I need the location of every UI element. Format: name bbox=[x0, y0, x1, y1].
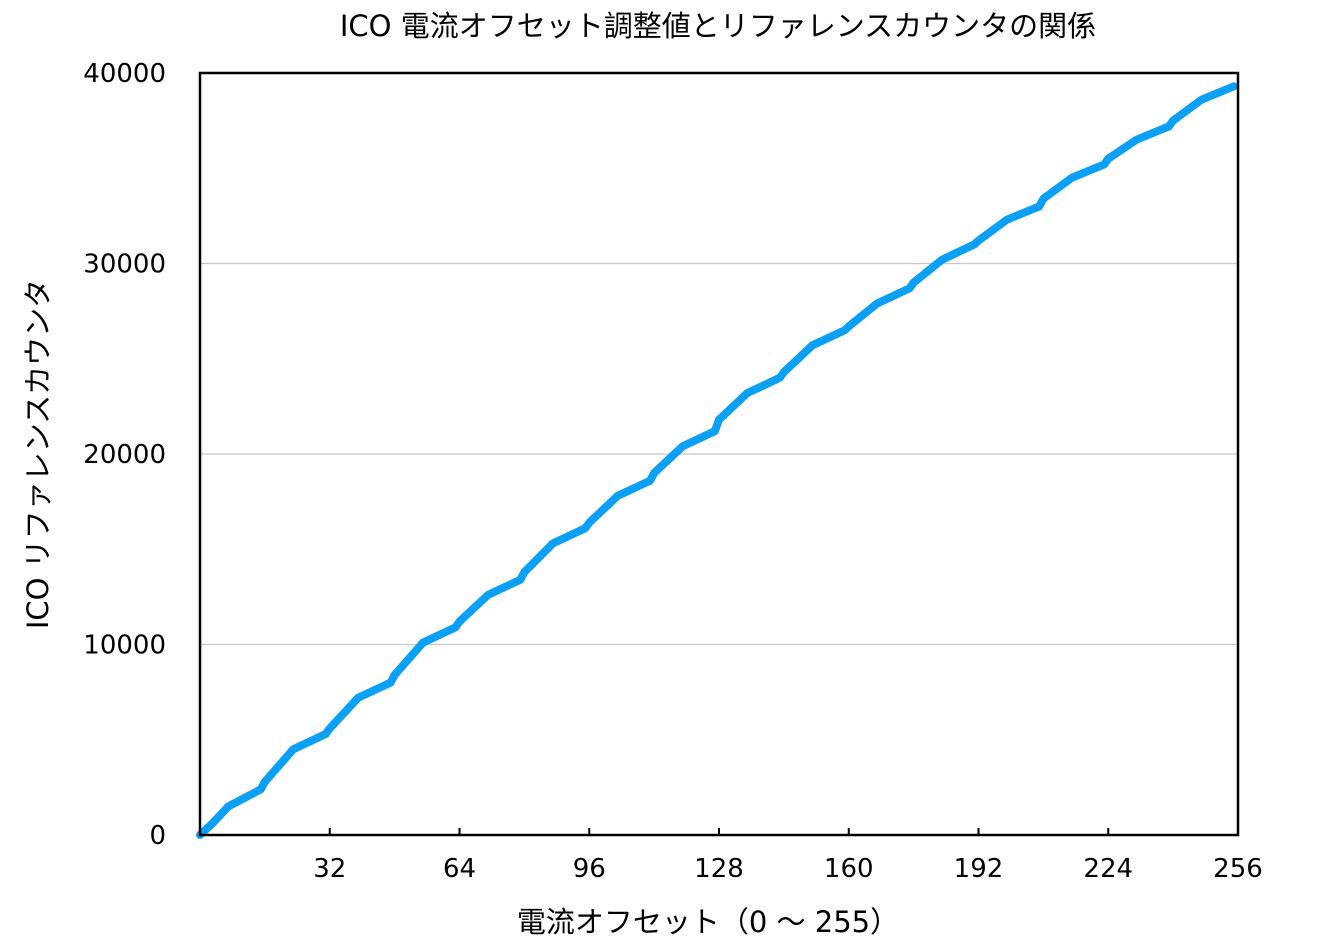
chart-title: ICO 電流オフセット調整値とリファレンスカウンタの関係 bbox=[340, 9, 1096, 43]
x-tick-label: 256 bbox=[1213, 854, 1263, 884]
x-tick-labels: 32 64 96 128 160 192 224 256 bbox=[313, 854, 1263, 884]
series-line bbox=[196, 82, 1238, 839]
y-tick-label: 40000 bbox=[83, 59, 166, 89]
x-axis-label: 電流オフセット（0 〜 255） bbox=[517, 905, 899, 939]
x-tick-label: 64 bbox=[443, 854, 476, 884]
grid-lines bbox=[200, 262, 1238, 646]
y-tick-label: 20000 bbox=[83, 440, 166, 470]
x-tick-label: 128 bbox=[694, 854, 744, 884]
axis-ticks bbox=[328, 828, 1239, 835]
y-tick-labels: 0 10000 20000 30000 40000 bbox=[83, 59, 166, 851]
x-tick-label: 96 bbox=[573, 854, 606, 884]
y-tick-label: 30000 bbox=[83, 250, 166, 280]
y-tick-label: 10000 bbox=[83, 631, 166, 661]
series-layer bbox=[196, 82, 1238, 839]
x-tick-label: 32 bbox=[313, 854, 346, 884]
x-tick-label: 192 bbox=[954, 854, 1004, 884]
x-tick-label: 224 bbox=[1083, 854, 1133, 884]
y-tick-label: 0 bbox=[149, 821, 166, 851]
x-tick-label: 160 bbox=[824, 854, 874, 884]
y-axis-label: ICO リファレンスカウンタ bbox=[21, 279, 55, 629]
